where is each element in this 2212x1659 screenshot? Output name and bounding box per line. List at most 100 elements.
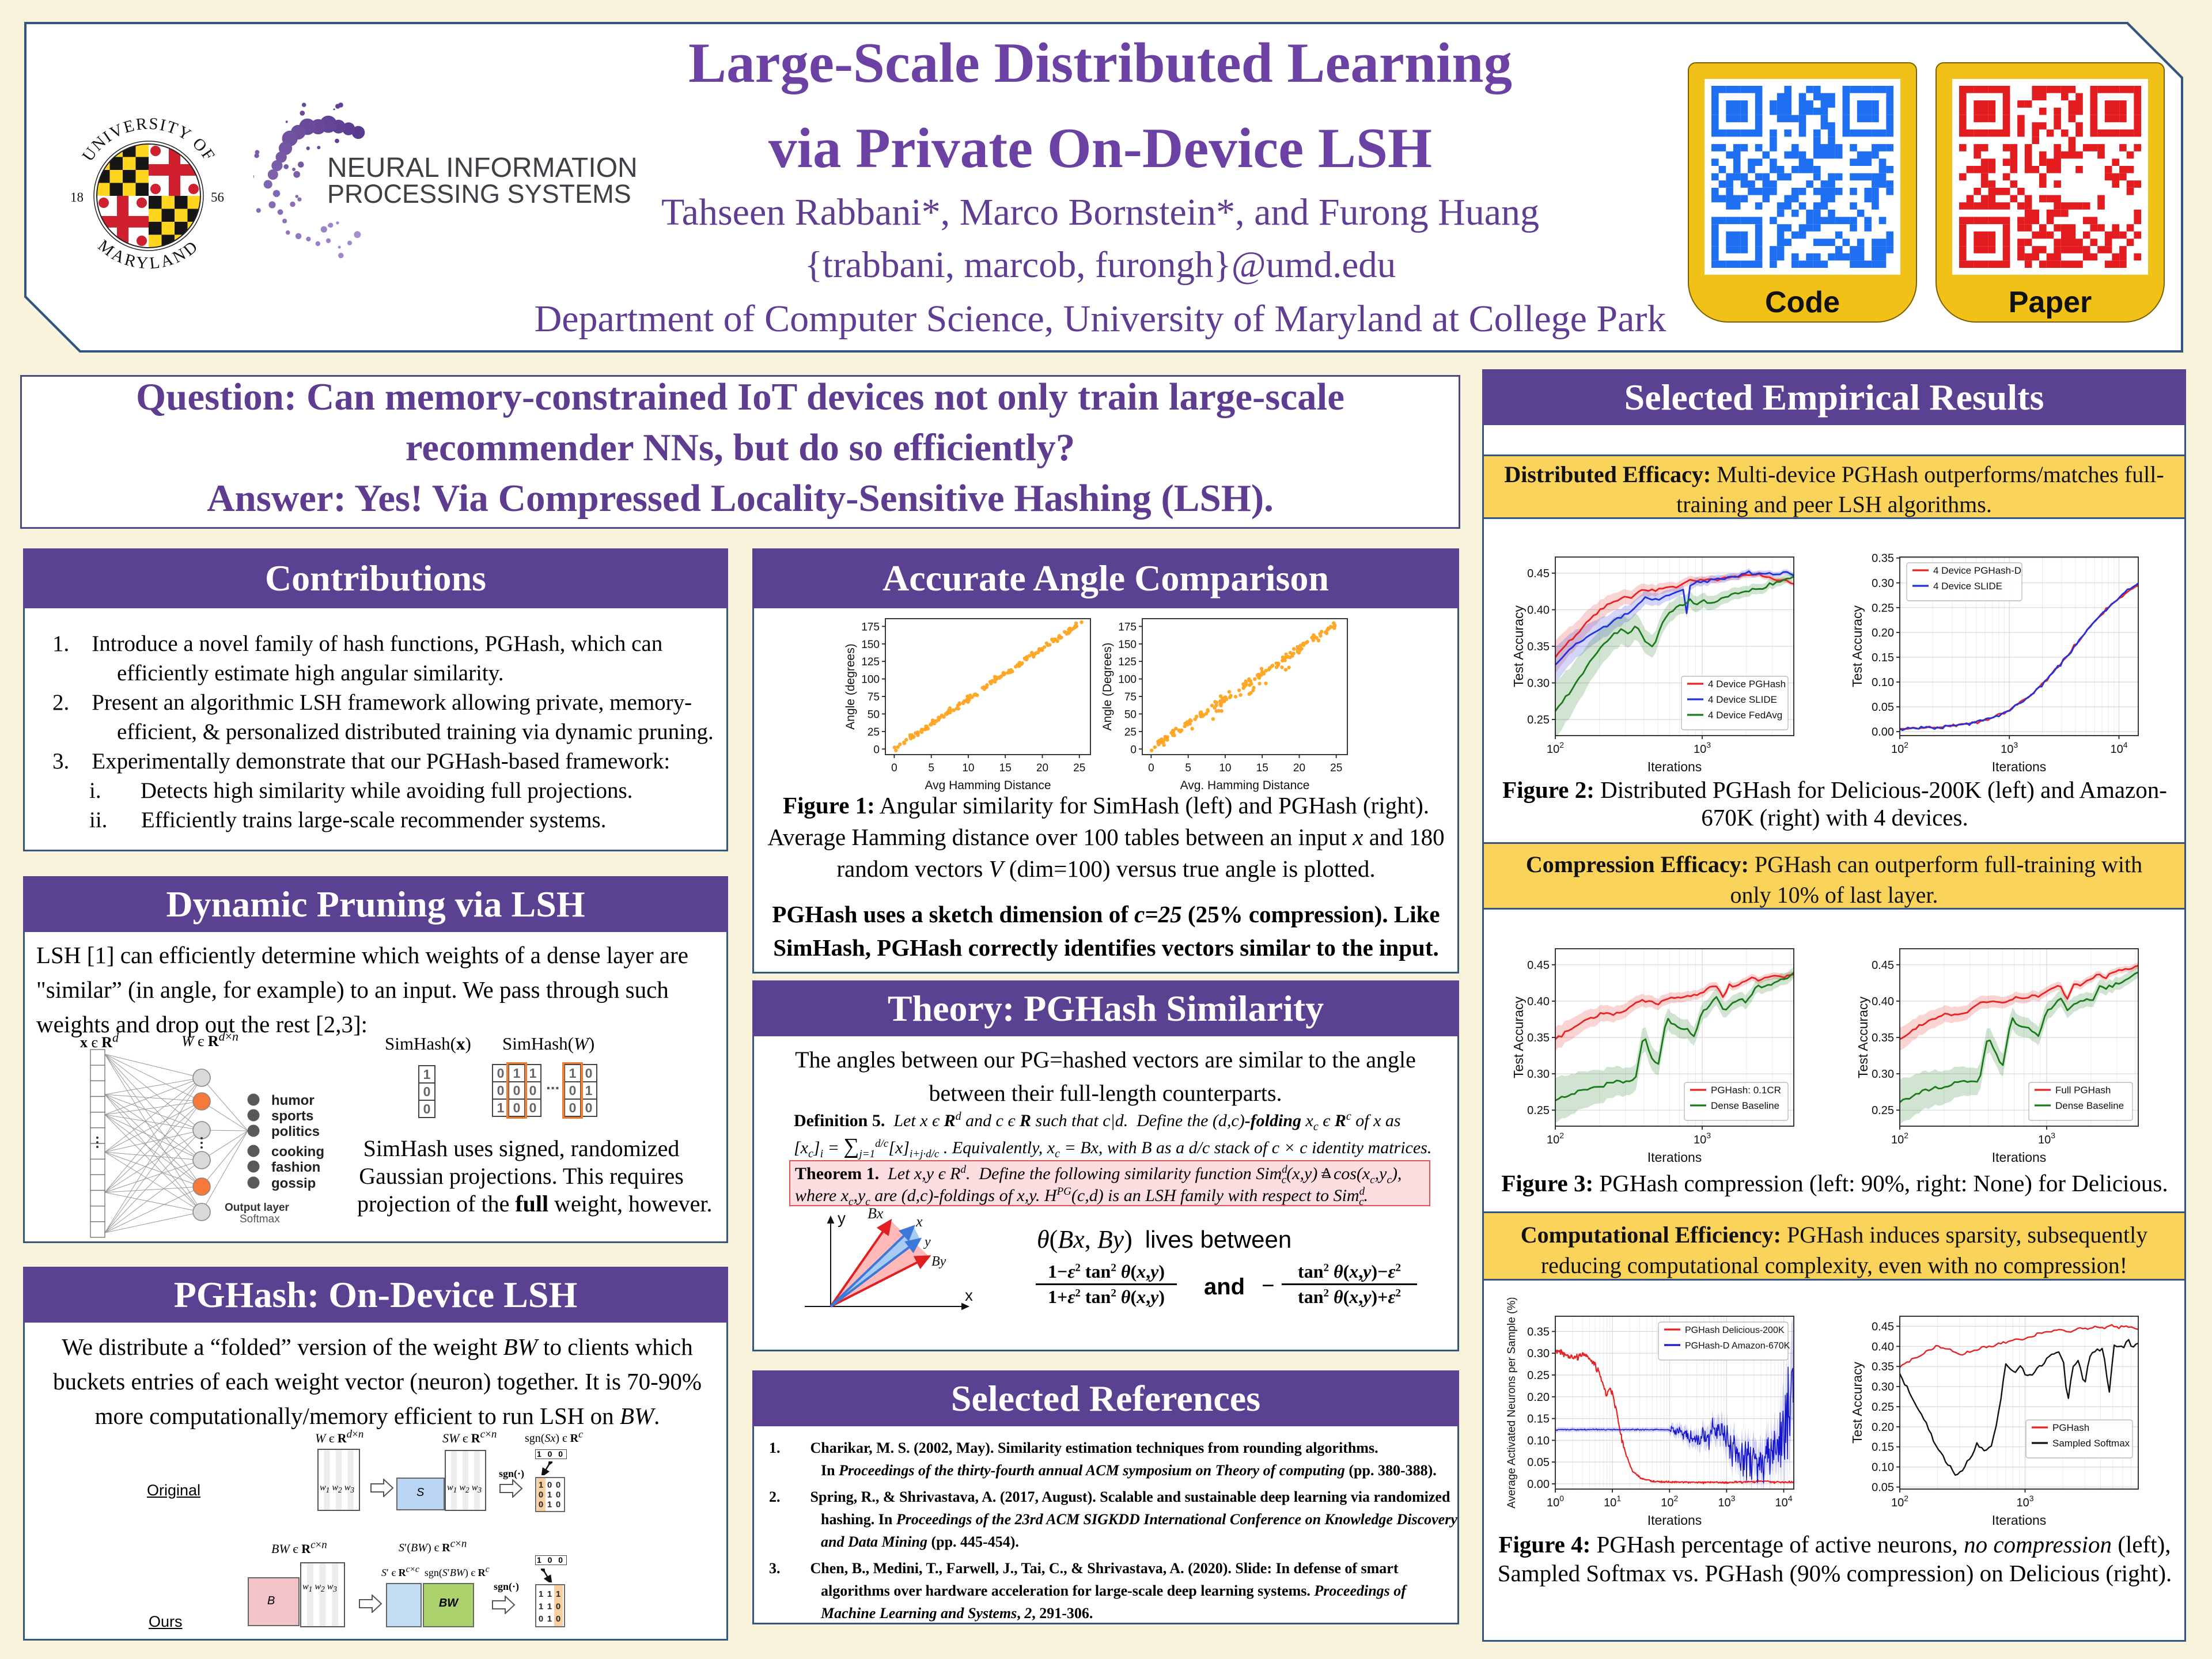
svg-text:1: 1 [539,1589,543,1599]
svg-text:175: 175 [1118,621,1137,633]
svg-text:0.20: 0.20 [1872,627,1894,639]
svg-text:25: 25 [1124,726,1137,738]
svg-text:0.30: 0.30 [1527,1347,1550,1360]
svg-text:Iterations: Iterations [1647,759,1702,774]
svg-text:0.40: 0.40 [1527,995,1550,1008]
svg-text:0.35: 0.35 [1872,1361,1894,1373]
svg-text:0: 0 [585,1066,593,1081]
svg-text:20: 20 [1293,762,1305,774]
svg-text:1: 1 [547,1602,552,1612]
svg-text:20: 20 [1036,762,1048,774]
svg-text:1: 1 [513,1066,521,1081]
svg-text:0.25: 0.25 [1872,1104,1894,1117]
svg-text:Iterations: Iterations [1647,1150,1702,1165]
svg-text:0: 0 [497,1066,505,1081]
svg-text:1: 1 [529,1066,537,1081]
svg-text:10: 10 [962,762,974,774]
svg-text:Full PGHash: Full PGHash [2055,1085,2111,1096]
svg-text:0.25: 0.25 [1872,602,1894,615]
svg-text:4 Device PGHash-D: 4 Device PGHash-D [1933,565,2021,576]
svg-text:50: 50 [868,709,880,721]
svg-text:Bx: Bx [868,1207,884,1222]
svg-text:PGHash: PGHash [2052,1422,2089,1433]
svg-text:0.30: 0.30 [1872,1381,1894,1393]
svg-text:175: 175 [861,621,880,633]
svg-text:0.25: 0.25 [1527,1104,1550,1117]
svg-text:Iterations: Iterations [1992,1513,2047,1528]
svg-text:0.35: 0.35 [1527,1032,1550,1044]
svg-text:0.40: 0.40 [1872,995,1894,1008]
svg-text:0: 0 [556,1480,560,1490]
svg-text:politics: politics [271,1124,320,1139]
svg-text:0.45: 0.45 [1527,959,1550,972]
svg-text:Iterations: Iterations [1647,1513,1702,1528]
svg-text:1: 1 [547,1614,552,1624]
svg-text:PGHash-D Amazon-670K: PGHash-D Amazon-670K [1685,1341,1790,1351]
svg-text:0: 0 [556,1614,560,1624]
svg-text:Dense Baseline: Dense Baseline [2055,1100,2124,1111]
svg-text:0: 0 [423,1101,431,1116]
svg-text:0.20: 0.20 [1872,1421,1894,1434]
svg-text:0: 0 [529,1100,537,1115]
svg-text:NEURAL INFORMATION: NEURAL INFORMATION [327,153,638,183]
svg-text:25: 25 [868,726,880,738]
svg-text:25: 25 [1330,762,1342,774]
svg-text:0: 0 [569,1100,577,1115]
svg-text:Avg Hamming Distance: Avg Hamming Distance [925,779,1051,792]
svg-text:Iterations: Iterations [1992,1150,2047,1165]
svg-text:0.25: 0.25 [1527,1369,1550,1382]
svg-text:1: 1 [539,1480,543,1490]
svg-text:0.05: 0.05 [1872,1482,1894,1494]
svg-text:0: 0 [539,1614,543,1624]
svg-text:0.10: 0.10 [1527,1434,1550,1447]
svg-text:0.15: 0.15 [1527,1413,1550,1426]
svg-text:Test Accuracy: Test Accuracy [1512,605,1526,687]
svg-text:Average Activated Neurons per: Average Activated Neurons per Sample (%) [1506,1298,1518,1509]
svg-text:50: 50 [1124,709,1137,721]
svg-text:4 Device PGHash: 4 Device PGHash [1708,679,1786,690]
svg-text:75: 75 [868,691,880,703]
svg-text:Angle (degrees): Angle (degrees) [844,643,857,729]
svg-text:humor: humor [271,1093,315,1108]
svg-text:0: 0 [539,1499,543,1509]
svg-text:Angle (Degrees): Angle (Degrees) [1101,643,1114,731]
svg-text:125: 125 [861,656,880,668]
svg-text:1: 1 [569,1066,577,1081]
svg-text:0.45: 0.45 [1872,1320,1894,1333]
svg-text:1: 1 [547,1490,552,1499]
svg-text:0.05: 0.05 [1872,701,1894,714]
svg-text:0.30: 0.30 [1527,677,1550,690]
svg-text:4 Device SLIDE: 4 Device SLIDE [1708,694,1777,705]
svg-text:Test Accuracy: Test Accuracy [1512,997,1526,1078]
svg-text:0.05: 0.05 [1527,1456,1550,1469]
svg-text:y: y [838,1209,846,1227]
svg-text:0.00: 0.00 [1872,726,1894,738]
svg-text:56: 56 [211,190,224,204]
svg-text:15: 15 [999,762,1012,774]
svg-text:Avg. Hamming Distance: Avg. Hamming Distance [1180,779,1310,792]
svg-text:1: 1 [539,1602,543,1612]
svg-text:0: 0 [513,1083,521,1098]
svg-text:125: 125 [1118,656,1137,668]
svg-text:0.45: 0.45 [1527,567,1550,580]
svg-text:0.30: 0.30 [1872,577,1894,590]
svg-text:0: 0 [569,1083,577,1098]
svg-text:0: 0 [423,1084,431,1099]
svg-text:0.40: 0.40 [1527,604,1550,617]
svg-text:1: 1 [497,1100,505,1115]
svg-text:100: 100 [1118,674,1137,686]
svg-text:75: 75 [1124,691,1137,703]
svg-text:0: 0 [547,1480,552,1490]
svg-text:0.20: 0.20 [1527,1391,1550,1404]
svg-text:Output layer: Output layer [225,1202,290,1214]
svg-text:18: 18 [70,190,84,204]
svg-text:1: 1 [547,1589,552,1599]
svg-text:0.10: 0.10 [1872,1461,1894,1474]
svg-text:0.00: 0.00 [1527,1478,1550,1491]
svg-text:10: 10 [1219,762,1231,774]
svg-text:0.30: 0.30 [1872,1068,1894,1081]
svg-text:Test Accuracy: Test Accuracy [1850,605,1865,687]
svg-text:15: 15 [1256,762,1268,774]
svg-text:0: 0 [497,1083,505,1098]
svg-text:0: 0 [1148,762,1154,774]
